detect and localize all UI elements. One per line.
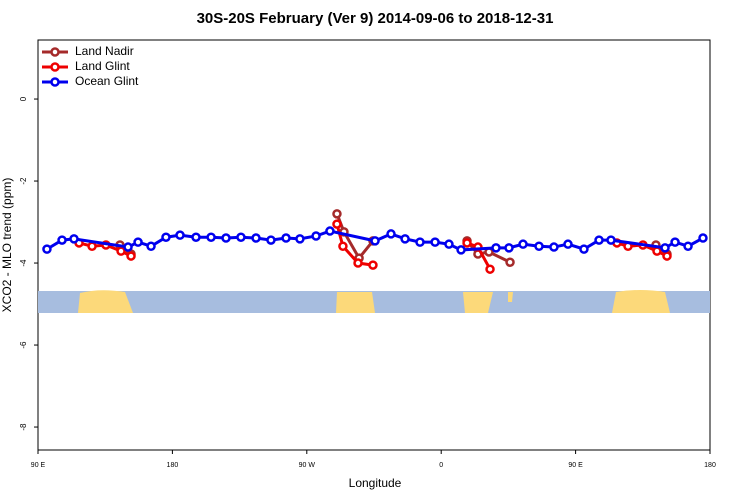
y-tick-label: -8 <box>19 423 28 431</box>
point <box>133 237 143 247</box>
point <box>415 237 425 247</box>
point <box>161 232 171 242</box>
x-tick-label: 90 E <box>568 462 583 469</box>
x-tick-label: 0 <box>439 462 443 469</box>
point <box>325 226 335 236</box>
point <box>579 244 589 254</box>
point <box>332 219 342 229</box>
point <box>662 251 672 261</box>
y-tick-label: -4 <box>19 259 28 267</box>
point <box>295 234 305 244</box>
point <box>534 241 544 251</box>
point <box>370 236 380 246</box>
legend-marker <box>50 77 60 87</box>
point <box>698 233 708 243</box>
point <box>462 238 472 248</box>
point <box>175 230 185 240</box>
y-axis-label: XCO2 - MLO trend (ppm) <box>0 178 14 313</box>
point <box>353 258 363 268</box>
point <box>87 241 97 251</box>
point <box>456 245 466 255</box>
point <box>338 241 348 251</box>
chart-title: 30S-20S February (Ver 9) 2014-09-06 to 2… <box>197 10 554 27</box>
point <box>281 233 291 243</box>
point <box>368 260 378 270</box>
y-tick-label: -6 <box>19 341 28 349</box>
point <box>430 237 440 247</box>
x-tick-label: 90 W <box>299 462 316 469</box>
point <box>660 243 670 253</box>
x-tick-label: 180 <box>704 462 716 469</box>
point <box>386 229 396 239</box>
point <box>504 243 514 253</box>
point <box>606 235 616 245</box>
legend-marker <box>50 62 60 72</box>
point <box>191 232 201 242</box>
point <box>670 237 680 247</box>
point <box>206 232 216 242</box>
legend-label: Land Nadir <box>75 44 134 58</box>
point <box>266 235 276 245</box>
point <box>491 243 501 253</box>
point <box>236 232 246 242</box>
legend-label: Land Glint <box>75 59 130 73</box>
point <box>485 264 495 274</box>
point <box>57 235 67 245</box>
x-axis-label: Longitude <box>349 476 402 490</box>
point <box>549 242 559 252</box>
point <box>652 246 662 256</box>
point <box>563 239 573 249</box>
legend-marker <box>50 47 60 57</box>
point <box>594 235 604 245</box>
point <box>444 239 454 249</box>
point <box>505 257 515 267</box>
legend-label: Ocean Glint <box>75 74 139 88</box>
y-tick-label: 0 <box>19 96 28 101</box>
point <box>42 244 52 254</box>
point <box>221 233 231 243</box>
map-strip <box>38 290 710 313</box>
point <box>116 246 126 256</box>
point <box>251 233 261 243</box>
y-tick-label: -2 <box>19 177 28 185</box>
point <box>69 234 79 244</box>
point <box>400 234 410 244</box>
x-tick-label: 90 E <box>31 462 46 469</box>
point <box>311 231 321 241</box>
point <box>683 241 693 251</box>
point <box>123 242 133 252</box>
point <box>332 209 342 219</box>
x-tick-label: 180 <box>167 462 179 469</box>
point <box>518 239 528 249</box>
point <box>126 251 136 261</box>
point <box>146 241 156 251</box>
